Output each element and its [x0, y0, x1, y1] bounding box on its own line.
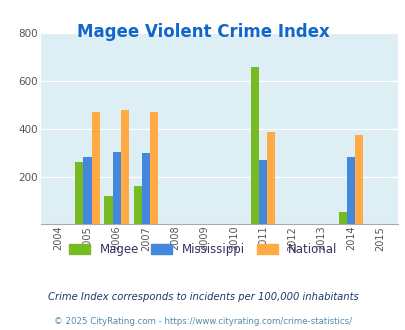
Legend: Magee, Mississippi, National: Magee, Mississippi, National — [66, 240, 339, 260]
Bar — [92, 112, 100, 224]
Text: Crime Index corresponds to incidents per 100,000 inhabitants: Crime Index corresponds to incidents per… — [47, 292, 358, 302]
Bar — [104, 196, 112, 224]
Bar — [354, 135, 362, 224]
Bar — [250, 67, 258, 224]
Bar — [338, 212, 346, 224]
Bar — [266, 132, 275, 224]
Bar — [133, 186, 142, 224]
Text: Magee Violent Crime Index: Magee Violent Crime Index — [77, 23, 328, 41]
Bar — [121, 110, 129, 224]
Bar — [75, 162, 83, 224]
Bar — [142, 153, 150, 224]
Bar — [83, 157, 92, 224]
Text: © 2025 CityRating.com - https://www.cityrating.com/crime-statistics/: © 2025 CityRating.com - https://www.city… — [54, 317, 351, 326]
Bar — [150, 112, 158, 224]
Bar — [112, 152, 121, 224]
Bar — [258, 160, 266, 224]
Bar — [346, 157, 354, 224]
